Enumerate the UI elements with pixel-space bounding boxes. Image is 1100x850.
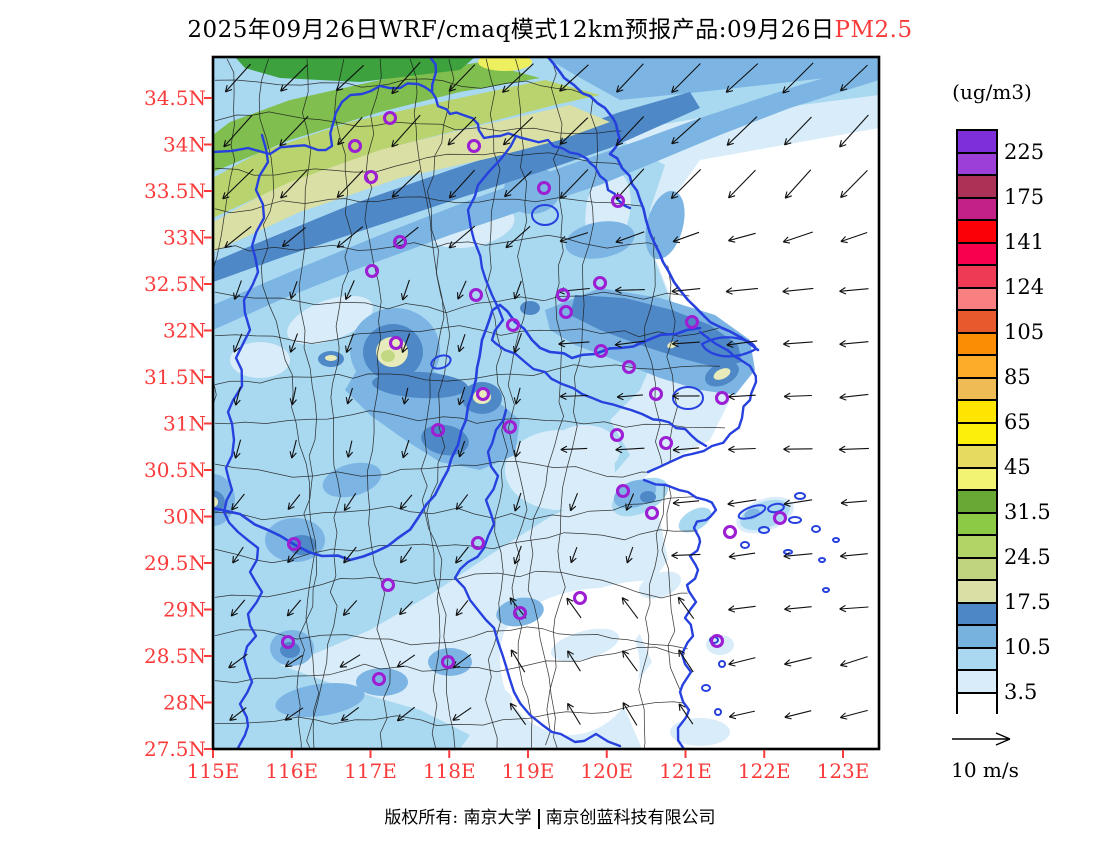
legend-value-label: 24.5 [1004, 544, 1051, 569]
lon-axis-label: 116E [265, 759, 318, 783]
wind-reference-arrow [952, 732, 1011, 746]
title-pollutant: PM2.5 [834, 17, 913, 43]
lat-axis-label: 31.5N [144, 365, 206, 389]
legend-value-label: 3.5 [1004, 679, 1038, 704]
legend-swatch [956, 331, 998, 354]
legend-swatch [956, 624, 998, 647]
legend-value-label: 105 [1004, 319, 1045, 344]
title-black: 2025年09月26日WRF/cmaq模式12km预报产品:09月26日 [187, 17, 835, 43]
lon-axis-label: 119E [502, 759, 555, 783]
lat-axis-label: 33.5N [144, 179, 206, 203]
province-boundaries [213, 57, 840, 749]
city-markers [280, 110, 788, 687]
copyright-footer: 版权所有: 南京大学 南京创蓝科技有限公司 [0, 803, 1100, 829]
legend-swatch [956, 601, 998, 624]
legend-value-label: 225 [1004, 139, 1045, 164]
legend-swatch [956, 151, 998, 174]
lon-axis-label: 120E [580, 759, 633, 783]
lon-axis-label: 117E [344, 759, 397, 783]
lat-axis-label: 30N [163, 505, 206, 529]
legend-swatch [956, 511, 998, 534]
lat-axis-label: 27.5N [144, 737, 206, 761]
legend-swatch [956, 399, 998, 422]
legend-value-label: 10.5 [1004, 634, 1051, 659]
copyright-left: 版权所有: 南京大学 [384, 808, 532, 828]
lat-axis-label: 30.5N [144, 458, 206, 482]
legend-value-label: 31.5 [1004, 499, 1051, 524]
legend-value-label: 65 [1004, 409, 1031, 434]
color-scale-legend: 225 175 141 124 105 85 65 45 31.5 24.5 17.5 10.5 3.5 [956, 129, 1051, 714]
lon-axis-label: 123E [817, 759, 870, 783]
lat-axis-label: 29N [163, 598, 206, 622]
legend-swatch [956, 264, 998, 287]
legend-swatch [956, 129, 998, 152]
legend-value-label: 45 [1004, 454, 1031, 479]
legend-value-label: 175 [1004, 184, 1045, 209]
county-boundaries [213, 58, 738, 749]
lat-axis-label: 32N [163, 319, 206, 343]
legend-swatch [956, 534, 998, 557]
legend-value-label: 85 [1004, 364, 1031, 389]
legend-swatch [956, 579, 998, 602]
wind-vector-arrows [222, 61, 869, 726]
axis-labels: 34.5N 34N 33.5N 33N 32.5N 32N 31.5N 31N 30.5N 30N… [144, 86, 869, 783]
separator-bar [537, 808, 540, 829]
legend-swatch [956, 286, 998, 309]
legend-swatch [956, 241, 998, 264]
map-frame [211, 55, 881, 751]
legend-value-label: 124 [1004, 274, 1045, 299]
legend-swatch [956, 174, 998, 197]
wind-reference-label: 10 m/s [951, 758, 1019, 782]
legend-value-label: 17.5 [1004, 589, 1051, 614]
legend-swatch [956, 444, 998, 467]
page-title: 2025年09月26日WRF/cmaq模式12km预报产品:09月26日PM2.… [0, 10, 1100, 44]
lon-axis-label: 118E [423, 759, 476, 783]
legend-swatch [956, 556, 998, 579]
legend-swatch [956, 421, 998, 444]
legend-unit-label: (ug/m3) [952, 80, 1032, 104]
legend-swatch [956, 376, 998, 399]
lat-axis-label: 34.5N [144, 86, 206, 110]
lon-axis-label: 122E [738, 759, 791, 783]
lat-axis-label: 32.5N [144, 272, 206, 296]
lat-axis-label: 29.5N [144, 551, 206, 575]
legend-swatch [956, 691, 998, 714]
copyright-right: 南京创蓝科技有限公司 [545, 808, 716, 828]
legend-swatch [956, 219, 998, 242]
lat-axis-label: 28N [163, 691, 206, 715]
lat-axis-label: 33N [163, 226, 206, 250]
legend-swatch [956, 466, 998, 489]
lon-axis-label: 115E [187, 759, 240, 783]
legend-swatch [956, 669, 998, 692]
legend-swatch [956, 354, 998, 377]
lon-axis-label: 121E [659, 759, 712, 783]
legend-swatch [956, 646, 998, 669]
legend-swatch [956, 489, 998, 512]
lat-axis-label: 31N [163, 412, 206, 436]
legend-value-label: 141 [1004, 229, 1045, 254]
lat-axis-label: 34N [163, 133, 206, 157]
legend-swatch [956, 196, 998, 219]
lat-axis-label: 28.5N [144, 644, 206, 668]
legend-swatch [956, 309, 998, 332]
